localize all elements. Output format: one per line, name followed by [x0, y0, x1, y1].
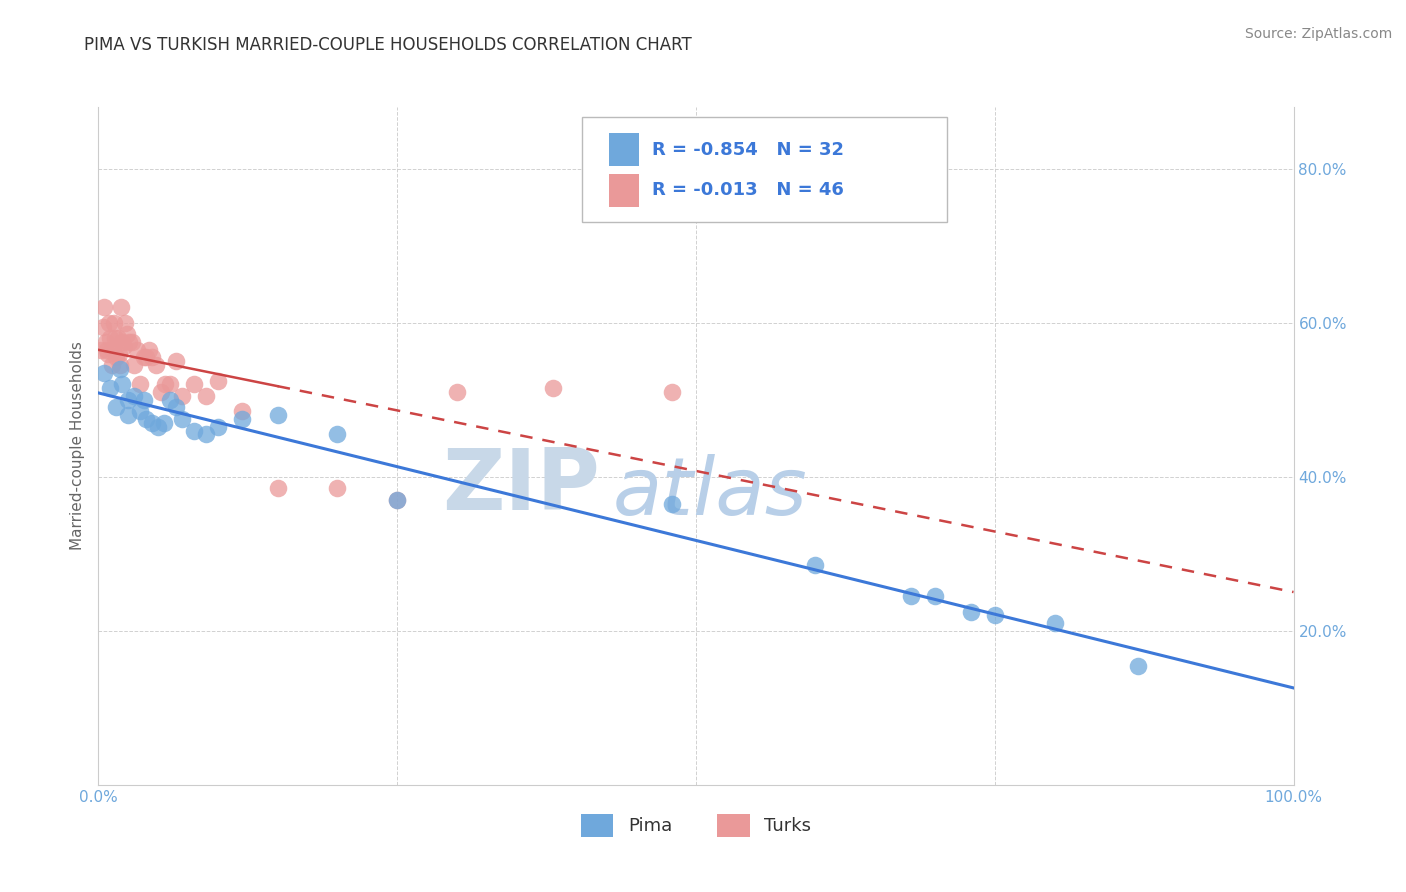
- Legend: Pima, Turks: Pima, Turks: [574, 807, 818, 844]
- Point: [124, 358, 146, 372]
- Point: [385, 492, 409, 507]
- Point: [135, 351, 157, 365]
- Point: [118, 334, 141, 349]
- Point: [541, 381, 564, 395]
- Y-axis label: Married-couple Households: Married-couple Households: [69, 342, 84, 550]
- Point: [231, 404, 253, 418]
- FancyBboxPatch shape: [582, 117, 948, 222]
- Point: [1043, 616, 1066, 631]
- Point: [94, 334, 117, 349]
- Point: [924, 589, 946, 603]
- Point: [1128, 658, 1150, 673]
- Point: [96, 343, 118, 357]
- Point: [91, 319, 114, 334]
- Point: [145, 358, 167, 372]
- Point: [132, 392, 155, 407]
- Point: [107, 331, 129, 345]
- Point: [385, 492, 409, 507]
- Point: [135, 412, 157, 426]
- Point: [165, 401, 187, 415]
- Point: [148, 419, 170, 434]
- Text: PIMA VS TURKISH MARRIED-COUPLE HOUSEHOLDS CORRELATION CHART: PIMA VS TURKISH MARRIED-COUPLE HOUSEHOLD…: [84, 36, 692, 54]
- Point: [124, 389, 146, 403]
- Point: [231, 412, 253, 426]
- Point: [114, 316, 136, 330]
- Point: [267, 408, 290, 422]
- Point: [98, 381, 122, 395]
- Point: [100, 358, 122, 372]
- Point: [108, 358, 131, 372]
- Point: [661, 385, 683, 400]
- Point: [138, 343, 160, 357]
- Point: [207, 374, 229, 388]
- Point: [172, 412, 194, 426]
- Point: [153, 416, 176, 430]
- Point: [960, 605, 983, 619]
- Point: [159, 377, 181, 392]
- Point: [141, 416, 163, 430]
- Text: ZIP: ZIP: [443, 445, 600, 528]
- Point: [93, 366, 115, 380]
- Point: [195, 389, 218, 403]
- Point: [98, 331, 122, 345]
- Point: [195, 427, 218, 442]
- Point: [804, 558, 827, 573]
- Point: [112, 339, 135, 353]
- Point: [107, 346, 129, 360]
- Point: [267, 482, 290, 496]
- Point: [155, 377, 177, 392]
- Point: [172, 389, 194, 403]
- Point: [326, 482, 349, 496]
- Point: [984, 608, 1007, 623]
- Point: [98, 316, 121, 330]
- Point: [159, 392, 181, 407]
- Point: [183, 377, 205, 392]
- Point: [117, 392, 139, 407]
- Bar: [609, 174, 638, 207]
- Point: [141, 351, 163, 365]
- Point: [207, 419, 229, 434]
- Text: Source: ZipAtlas.com: Source: ZipAtlas.com: [1244, 27, 1392, 41]
- Point: [111, 377, 134, 392]
- Point: [129, 404, 152, 418]
- Point: [125, 343, 148, 357]
- Point: [90, 343, 112, 357]
- Point: [105, 401, 128, 415]
- Bar: [609, 134, 638, 166]
- Point: [121, 334, 143, 349]
- Point: [183, 424, 205, 438]
- Point: [900, 589, 922, 603]
- Text: R = -0.013   N = 46: R = -0.013 N = 46: [652, 181, 844, 200]
- Point: [101, 343, 124, 357]
- Point: [446, 385, 468, 400]
- Point: [110, 301, 132, 315]
- Point: [117, 408, 139, 422]
- Point: [165, 354, 187, 368]
- Point: [93, 301, 115, 315]
- Point: [97, 346, 120, 360]
- Point: [105, 351, 128, 365]
- Point: [115, 327, 138, 342]
- Point: [129, 377, 152, 392]
- Point: [108, 362, 131, 376]
- Point: [149, 385, 172, 400]
- Point: [132, 351, 155, 365]
- Point: [104, 331, 127, 345]
- Point: [661, 497, 683, 511]
- Point: [103, 316, 125, 330]
- Text: atlas: atlas: [613, 454, 807, 533]
- Point: [326, 427, 349, 442]
- Text: R = -0.854   N = 32: R = -0.854 N = 32: [652, 141, 844, 159]
- Point: [111, 334, 134, 349]
